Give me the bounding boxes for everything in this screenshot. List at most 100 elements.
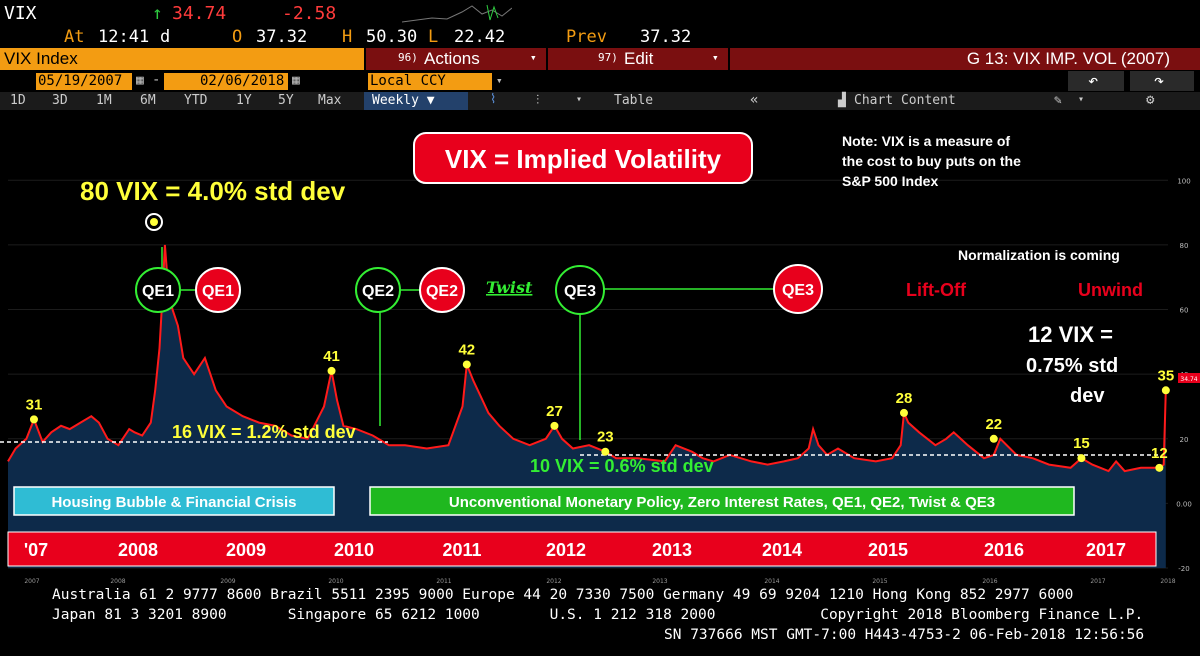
year-ribbon-label: 2016 <box>984 540 1024 560</box>
peak-label: 27 <box>546 403 563 420</box>
housing-label: Housing Bubble & Financial Crisis <box>51 494 296 511</box>
y-tick-label: -20 <box>1178 565 1189 573</box>
footer: Australia 61 2 9777 8600 Brazil 5511 239… <box>0 586 1200 656</box>
qe1-red-marker: QE1 <box>195 267 241 313</box>
peak-dot <box>550 421 559 430</box>
twist-label: Twist <box>486 278 533 297</box>
end-date-field[interactable]: 02/06/2018 <box>164 73 288 90</box>
settings-gear-icon[interactable]: ⚙ <box>1146 92 1155 108</box>
qe2-red-marker: QE2 <box>419 267 465 313</box>
chart-content-button[interactable]: Chart Content <box>854 93 956 108</box>
peak-dot <box>1155 463 1164 472</box>
edit-menu[interactable]: 97) Edit ▾ <box>548 48 728 70</box>
qe3-red-label: QE3 <box>782 282 814 299</box>
footer-line-3: SN 737666 MST GMT-7:00 H443-4753-2 06-Fe… <box>664 627 1145 643</box>
period-3d[interactable]: 3D <box>52 93 68 108</box>
start-calendar-icon[interactable]: ▦ <box>136 73 144 88</box>
qe2-green-marker: QE2 <box>355 267 401 313</box>
y-tick-label: 100 <box>1177 177 1190 185</box>
peak-80-dot <box>150 218 158 226</box>
start-date-value: 05/19/2007 <box>38 73 123 89</box>
collapse-button[interactable]: « <box>750 92 759 108</box>
edit-label: Edit <box>624 49 654 68</box>
liftoff-label: Lift-Off <box>906 280 967 300</box>
period-1y[interactable]: 1Y <box>236 93 252 108</box>
year-ribbon-label: 2009 <box>226 540 266 560</box>
peak-dot <box>1161 386 1170 395</box>
page-title-bar: G 13: VIX IMP. VOL (2007) <box>730 48 1200 70</box>
note-line-1: Note: VIX is a measure of <box>842 133 1010 149</box>
small-year-label: 2008 <box>110 578 125 585</box>
period-bar: 1D 3D 1M 6M YTD 1Y 5Y Max Weekly ▼ ⌇ ⫶ ▾… <box>0 92 1200 110</box>
peak-80-ring <box>145 213 163 231</box>
y-tick-label: 0.00 <box>1176 500 1192 508</box>
edit-pencil-icon[interactable]: ✎ <box>1054 93 1062 108</box>
chart-title-box: VIX = Implied Volatility <box>413 132 753 184</box>
frequency-value: Weekly ▼ <box>372 93 435 108</box>
chart-content-icon: ▟ <box>838 93 846 108</box>
peak-label: 41 <box>323 348 340 365</box>
bar-style-icon[interactable]: ⫶ <box>536 93 540 108</box>
table-button[interactable]: Table <box>614 93 654 108</box>
peak-dot <box>29 415 38 424</box>
small-year-label: 2014 <box>764 578 779 585</box>
low-label: L <box>428 27 439 47</box>
year-ribbon-label: 2015 <box>868 540 908 560</box>
security-box[interactable]: VIX Index <box>0 48 364 70</box>
peak-dot <box>899 408 908 417</box>
actions-menu[interactable]: 96) Actions ▾ <box>366 48 546 70</box>
period-1d[interactable]: 1D <box>10 93 26 108</box>
edit-caret-small-icon[interactable]: ▾ <box>1078 94 1085 105</box>
year-ribbon-label: 2017 <box>1086 540 1126 560</box>
small-year-label: 2012 <box>546 578 561 585</box>
peak-dot <box>462 360 471 369</box>
date-separator: - <box>152 72 161 88</box>
period-max[interactable]: Max <box>318 93 342 108</box>
period-6m[interactable]: 6M <box>140 93 156 108</box>
security-name: VIX Index <box>4 49 78 68</box>
qe2-red-label: QE2 <box>426 283 458 300</box>
note-line-3: S&P 500 Index <box>842 173 938 189</box>
edit-caret-icon: ▾ <box>712 51 719 64</box>
peak-label: 31 <box>26 396 43 413</box>
peak-label: 12 <box>1151 445 1168 462</box>
line-chart-icon[interactable]: ⌇ <box>490 92 497 107</box>
redo-button[interactable]: ↷ <box>1130 71 1194 91</box>
year-ribbon-label: 2010 <box>334 540 374 560</box>
high-label: H <box>342 27 353 47</box>
ticker: VIX <box>4 3 37 24</box>
undo-icon: ↶ <box>1088 71 1099 91</box>
year-ribbon-label: 2012 <box>546 540 586 560</box>
last-price: 34.74 <box>172 3 227 24</box>
period-1m[interactable]: 1M <box>96 93 112 108</box>
last-value-tag: 34.74 <box>1178 373 1200 383</box>
unwind-label: Unwind <box>1078 280 1143 300</box>
quote-time: 12:41 <box>98 27 150 47</box>
end-date-value: 02/06/2018 <box>200 73 285 89</box>
redo-icon: ↷ <box>1154 71 1165 91</box>
undo-button[interactable]: ↶ <box>1068 71 1124 91</box>
currency-select[interactable]: Local CCY <box>368 73 492 90</box>
qe1-red-label: QE1 <box>202 283 234 300</box>
actions-label: Actions <box>424 49 480 68</box>
vix-chart: 100806040200.00-20 QE1 QE2 QE3 QE1 QE2 Q… <box>0 110 1200 586</box>
prev-label: Prev <box>566 27 607 47</box>
y-tick-label: 80 <box>1180 242 1189 250</box>
date-range-bar: 05/19/2007 ▦ - 02/06/2018 ▦ Local CCY ▾ … <box>0 70 1200 92</box>
footer-line-1: Australia 61 2 9777 8600 Brazil 5511 239… <box>52 587 1074 603</box>
peak-dot <box>989 434 998 443</box>
end-calendar-icon[interactable]: ▦ <box>292 73 300 88</box>
prev-value: 37.32 <box>640 27 692 47</box>
period-5y[interactable]: 5Y <box>278 93 294 108</box>
vix12-line-2: 0.75% std <box>1026 355 1118 377</box>
frequency-select[interactable]: Weekly ▼ <box>364 92 468 110</box>
peak-dot <box>601 447 610 456</box>
currency-caret-icon[interactable]: ▾ <box>496 74 503 87</box>
small-year-label: 2017 <box>1090 578 1105 585</box>
vix12-line-3: dev <box>1070 385 1105 407</box>
bar-style-caret-icon[interactable]: ▾ <box>576 94 583 105</box>
peak-label: 23 <box>597 429 614 446</box>
period-ytd[interactable]: YTD <box>184 93 208 108</box>
start-date-field[interactable]: 05/19/2007 <box>36 73 132 90</box>
vix16-annotation: 16 VIX = 1.2% std dev <box>172 422 356 442</box>
